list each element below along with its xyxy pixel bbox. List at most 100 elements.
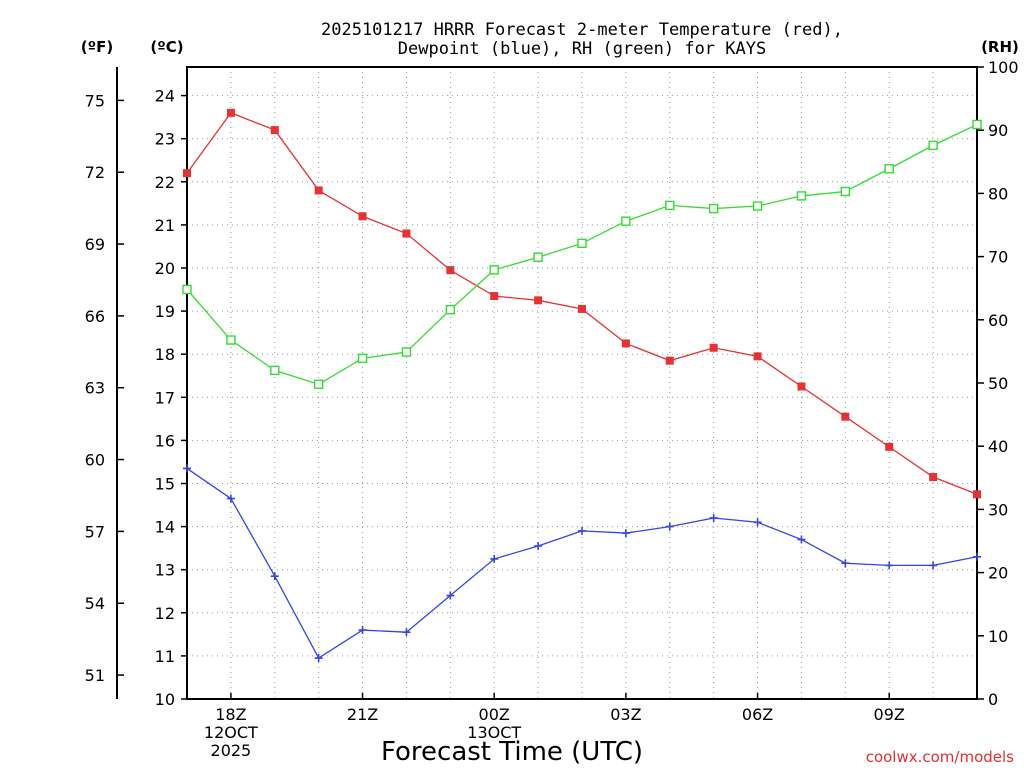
dewpoint-point [226, 494, 235, 503]
x-tick-label: 2025 [211, 741, 252, 760]
rh-tick-label: 100 [988, 58, 1019, 77]
temperature-point [183, 169, 191, 178]
celsius-tick-label: 10 [155, 690, 175, 709]
fahrenheit-tick-label: 72 [85, 163, 105, 182]
rh-tick-label: 40 [988, 437, 1008, 456]
celsius-tick-label: 17 [155, 388, 175, 407]
celsius-tick-label: 14 [155, 518, 175, 537]
rh-point [401, 347, 412, 357]
celsius-tick-label: 22 [155, 173, 175, 192]
celsius-tick-label: 16 [155, 431, 175, 450]
temperature-point [534, 296, 543, 305]
temperature-point [841, 412, 850, 421]
temperature-point [929, 473, 938, 482]
rh-point [884, 164, 894, 174]
chart-grid [187, 67, 977, 699]
rh-point [840, 186, 851, 197]
rh-tick-label: 10 [988, 627, 1008, 646]
rh-point [533, 252, 543, 262]
dewpoint-point [621, 529, 630, 538]
rh-tick-label: 90 [988, 121, 1008, 140]
rh-point [621, 216, 631, 226]
rh-tick-label: 0 [988, 690, 998, 709]
rh-point [270, 365, 280, 376]
celsius-tick-label: 20 [155, 259, 175, 278]
celsius-tick-label: 23 [155, 130, 175, 149]
dewpoint-point [841, 559, 850, 568]
dewpoint-point [446, 591, 455, 600]
temperature-point [358, 212, 367, 221]
fahrenheit-tick-label: 60 [85, 451, 105, 470]
fahrenheit-tick-label: 57 [85, 522, 105, 541]
celsius-tick-label: 21 [155, 216, 175, 235]
rh-point [928, 140, 938, 151]
temperature-point [885, 442, 894, 451]
temperature-point [402, 229, 411, 238]
chart-axes [116, 66, 984, 700]
rh-point [226, 335, 236, 345]
chart-subtitle: Dewpoint (blue), RH (green) for KAYS [398, 39, 766, 59]
fahrenheit-tick-label: 51 [85, 666, 105, 685]
temperature-point [753, 352, 762, 361]
rh-point [708, 203, 719, 214]
rh-point [445, 304, 456, 315]
dewpoint-line [186, 467, 978, 659]
temperature-point [446, 266, 455, 275]
rh-point [972, 119, 982, 130]
temperature-point [270, 126, 279, 135]
rh-unit-label: (RH) [981, 38, 1019, 56]
rh-point [182, 284, 192, 295]
dewpoint-point [183, 464, 191, 473]
temperature-point [490, 292, 499, 301]
x-tick-label: 21Z [347, 705, 378, 724]
tick-labels: 10 11 12 13 14 15 16 17 18 19 20 21 22 23 24 51 54 57 60 63… [85, 58, 1019, 760]
x-tick-label: 12OCT [204, 723, 258, 742]
temperature-point [665, 356, 674, 365]
chart-title: 2025101217 HRRR Forecast 2-meter Tempera… [321, 20, 843, 40]
rh-point [752, 201, 763, 211]
dewpoint-point [534, 541, 543, 550]
temperature-point [314, 186, 323, 195]
rh-tick-label: 80 [988, 184, 1008, 203]
dewpoint-point [929, 561, 938, 570]
dewpoint-point [665, 522, 674, 531]
credit-label: coolwx.com/models [866, 748, 1014, 766]
celsius-tick-label: 12 [155, 604, 175, 623]
fahrenheit-tick-label: 63 [85, 379, 105, 398]
rh-tick-label: 70 [988, 248, 1008, 267]
dewpoint-point [709, 513, 718, 522]
rh-tick-label: 50 [988, 374, 1008, 393]
x-tick-label: 09Z [874, 705, 905, 724]
rh-point [665, 200, 675, 211]
temperature-point [226, 108, 235, 117]
fahrenheit-tick-label: 69 [85, 235, 105, 254]
fahrenheit-tick-label: 54 [85, 594, 105, 613]
dewpoint-point [973, 552, 981, 561]
celsius-tick-label: 18 [155, 345, 175, 364]
rh-tick-label: 60 [988, 311, 1008, 330]
fahrenheit-unit-label: (ºF) [81, 38, 113, 56]
x-tick-label: 03Z [610, 705, 641, 724]
dewpoint-point [402, 628, 411, 637]
fahrenheit-tick-label: 66 [85, 307, 105, 326]
temperature-point [709, 343, 718, 352]
rh-tick-label: 30 [988, 500, 1008, 519]
fahrenheit-tick-label: 75 [85, 91, 105, 110]
temperature-point [621, 339, 630, 348]
celsius-tick-label: 11 [155, 647, 175, 666]
temperature-point [797, 382, 806, 391]
dewpoint-point [885, 561, 894, 570]
rh-point [357, 353, 368, 364]
dewpoint-point [797, 535, 806, 544]
rh-point [313, 379, 324, 389]
dewpoint-point [314, 654, 323, 663]
celsius-tick-label: 15 [155, 475, 175, 494]
temperature-point [578, 304, 586, 313]
rh-line [186, 123, 978, 385]
celsius-tick-label: 13 [155, 561, 175, 580]
dewpoint-point [490, 554, 499, 563]
temperature-point [973, 490, 981, 499]
celsius-tick-label: 19 [155, 302, 175, 321]
dewpoint-point [753, 518, 762, 527]
